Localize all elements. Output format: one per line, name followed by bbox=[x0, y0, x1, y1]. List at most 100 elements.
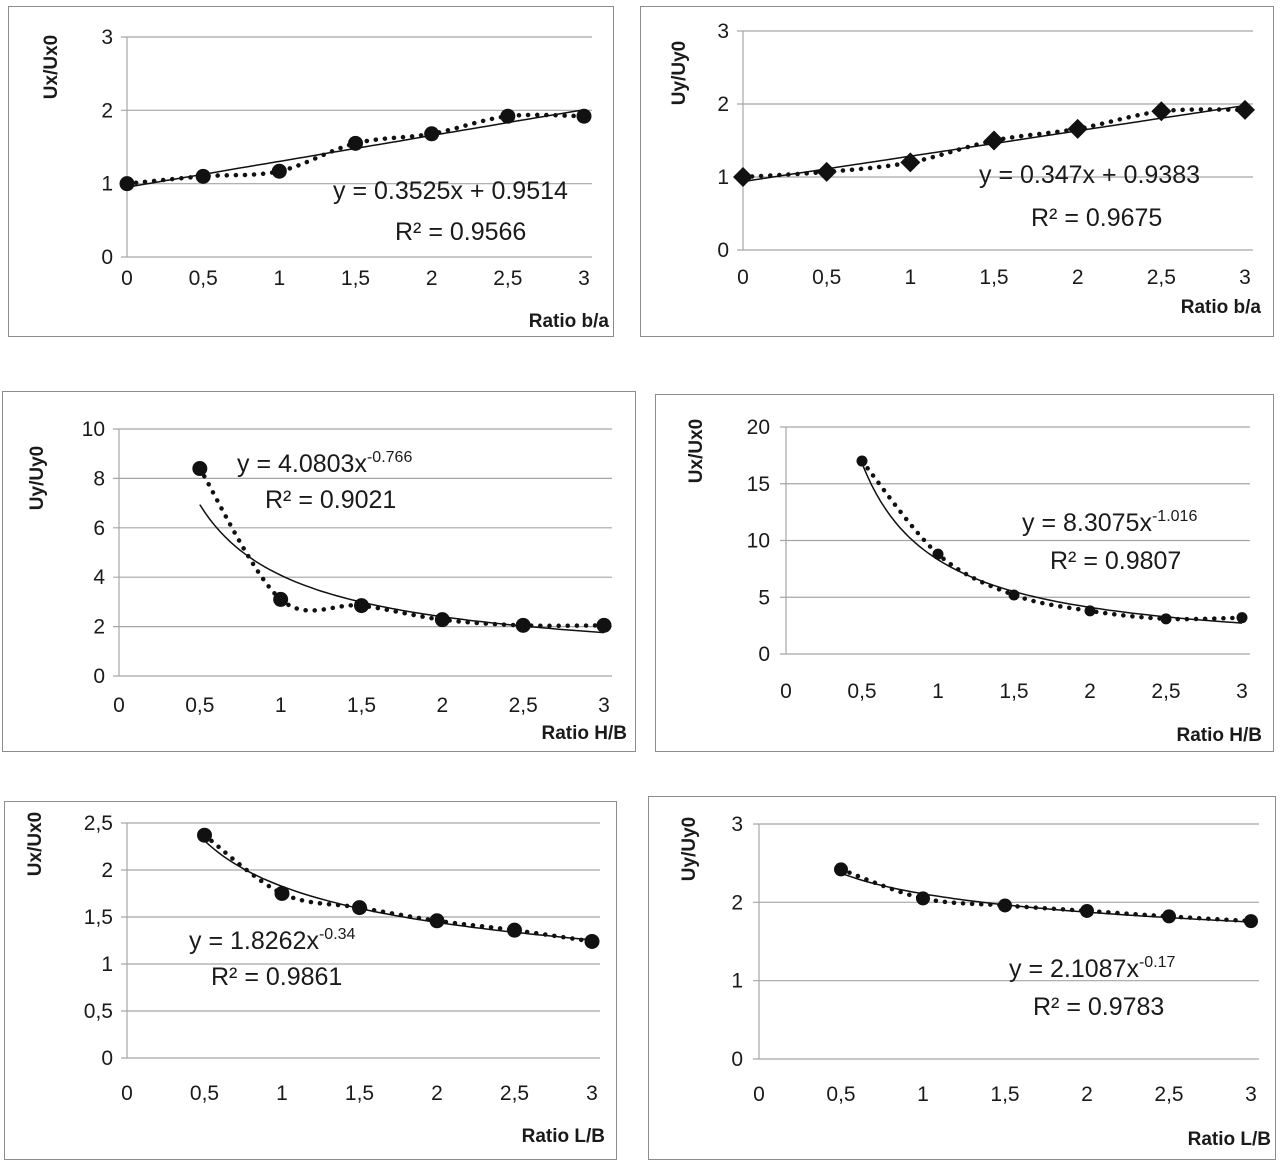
x-tick-label: 2,5 bbox=[1147, 266, 1176, 289]
equation-exponent: -0.766 bbox=[367, 449, 412, 466]
chart-panel-uy-vs-ratio-lb: 0 1 2 3 0 0,5 1 1,5 2 2,5 3 Uy/Uy0 Ratio L/B y = 2… bbox=[648, 796, 1276, 1160]
y-tick-label: 1 bbox=[731, 970, 743, 993]
y-tick-label: 3 bbox=[731, 813, 743, 836]
series-dotted-line bbox=[197, 466, 607, 629]
data-point bbox=[1244, 914, 1258, 929]
equation-base: y = 8.3075x bbox=[1022, 509, 1152, 537]
data-point bbox=[733, 167, 753, 187]
x-axis-label: Ratio L/B bbox=[1188, 1129, 1271, 1150]
x-tick-label: 3 bbox=[598, 694, 610, 717]
data-point bbox=[856, 455, 868, 467]
trendline-equation: y = 0.3525x + 0.9514 bbox=[333, 177, 568, 205]
data-point bbox=[197, 827, 212, 843]
x-tick-label: 1,5 bbox=[999, 680, 1028, 703]
x-tick-label: 2 bbox=[1072, 266, 1084, 289]
data-point bbox=[192, 461, 208, 477]
y-tick-label: 1,5 bbox=[84, 906, 113, 929]
x-tick-label: 0 bbox=[121, 267, 133, 290]
x-tick-label: 1 bbox=[932, 680, 944, 703]
chart-panel-ux-vs-ratio-ba: 0 1 2 3 0 0,5 1 1,5 2 2,5 3 Ux/Ux0 Ratio b/a y = 0… bbox=[8, 6, 614, 337]
x-tick-label: 3 bbox=[578, 267, 590, 290]
x-tick-label: 2 bbox=[426, 267, 438, 290]
y-tick-label: 2 bbox=[731, 891, 743, 914]
data-point bbox=[576, 108, 592, 124]
x-tick-label: 0 bbox=[121, 1082, 133, 1105]
y-axis-label: Ux/Ux0 bbox=[25, 812, 46, 876]
equation-exponent: -1.016 bbox=[1152, 508, 1197, 525]
x-tick-label: 2,5 bbox=[1151, 680, 1180, 703]
y-tick-label: 0 bbox=[101, 1047, 113, 1070]
y-tick-label: 5 bbox=[758, 586, 770, 609]
x-tick-label: 3 bbox=[1239, 266, 1251, 289]
data-point bbox=[1235, 99, 1255, 120]
y-axis-label: Uy/Uy0 bbox=[27, 446, 48, 510]
data-point bbox=[273, 591, 289, 607]
r-squared: R² = 0.9783 bbox=[1033, 993, 1164, 1021]
r-squared: R² = 0.9566 bbox=[395, 218, 526, 246]
data-point bbox=[834, 862, 848, 877]
x-tick-label: 2 bbox=[1084, 680, 1096, 703]
x-tick-label: 1 bbox=[276, 1082, 288, 1105]
equation-exponent: -0.34 bbox=[319, 926, 356, 943]
x-tick-label: 1,5 bbox=[347, 694, 376, 717]
data-point bbox=[984, 130, 1004, 151]
data-point bbox=[119, 176, 135, 192]
chart-panel-uy-vs-ratio-hb: 0 2 4 6 8 10 0 0,5 1 1,5 2 2,5 3 Uy/Uy0 Ratio H/B y … bbox=[2, 391, 636, 752]
x-tick-label: 0,5 bbox=[826, 1083, 855, 1106]
data-point bbox=[1160, 613, 1172, 625]
data-point bbox=[1162, 909, 1176, 924]
chart-panel-uy-vs-ratio-ba: 0 1 2 3 0 0,5 1 1,5 2 2,5 3 Uy/Uy0 Ratio b/a y = 0… bbox=[640, 6, 1274, 337]
y-tick-label: 2 bbox=[101, 859, 113, 882]
equation-base: y = 2.1087x bbox=[1009, 955, 1139, 983]
data-point bbox=[507, 922, 522, 938]
data-point bbox=[429, 913, 445, 929]
y-axis-label: Ux/Ux0 bbox=[41, 35, 62, 99]
r-squared: R² = 0.9021 bbox=[265, 486, 396, 514]
y-tick-label: 2 bbox=[93, 616, 105, 639]
x-tick-label: 1 bbox=[273, 267, 285, 290]
x-tick-label: 2,5 bbox=[509, 694, 538, 717]
data-point bbox=[271, 163, 287, 179]
y-tick-label: 2 bbox=[101, 99, 113, 122]
x-tick-label: 1 bbox=[904, 266, 916, 289]
x-tick-label: 0 bbox=[753, 1083, 765, 1106]
x-axis-label: Ratio b/a bbox=[529, 311, 610, 332]
data-point bbox=[998, 898, 1012, 913]
x-axis-label: Ratio H/B bbox=[542, 723, 628, 744]
y-tick-label: 0 bbox=[101, 246, 113, 269]
data-point bbox=[352, 900, 367, 916]
trendline-equation: y = 8.3075x-1.016 bbox=[1022, 508, 1197, 537]
data-point bbox=[195, 168, 211, 184]
data-point bbox=[1080, 903, 1094, 918]
r-squared: R² = 0.9675 bbox=[1031, 204, 1162, 232]
y-tick-label: 10 bbox=[82, 418, 105, 441]
x-tick-label: 1,5 bbox=[341, 267, 370, 290]
x-tick-label: 3 bbox=[1245, 1083, 1257, 1106]
trendline bbox=[840, 872, 1252, 923]
data-point bbox=[274, 886, 290, 901]
equation-base: y = 1.8262x bbox=[189, 927, 319, 955]
x-tick-label: 3 bbox=[1236, 680, 1248, 703]
y-tick-label: 1 bbox=[717, 166, 729, 189]
y-tick-label: 2 bbox=[717, 93, 729, 116]
x-tick-label: 0,5 bbox=[189, 267, 218, 290]
r-squared: R² = 0.9861 bbox=[211, 963, 342, 991]
x-tick-label: 2 bbox=[436, 694, 448, 717]
equation-exponent: -0.17 bbox=[1139, 954, 1176, 971]
data-point bbox=[434, 612, 450, 628]
trendline bbox=[199, 504, 605, 634]
trendline-equation: y = 0.347x + 0.9383 bbox=[979, 161, 1200, 189]
x-axis-label: Ratio b/a bbox=[1181, 297, 1262, 318]
x-tick-label: 1,5 bbox=[979, 266, 1008, 289]
x-tick-label: 0,5 bbox=[847, 680, 876, 703]
y-tick-label: 4 bbox=[93, 566, 105, 589]
chart-panel-ux-vs-ratio-lb: 0 0,5 1 1,5 2 2,5 0 0,5 1 1,5 2 2,5 3 Ux/Ux0 Ratio L… bbox=[4, 801, 617, 1160]
series-dotted-line bbox=[838, 867, 1254, 924]
x-tick-label: 2,5 bbox=[1154, 1083, 1183, 1106]
data-point bbox=[584, 933, 600, 949]
x-axis-label: Ratio H/B bbox=[1177, 725, 1263, 746]
equation-base: y = 4.0803x bbox=[237, 450, 367, 478]
trendline-equation: y = 1.8262x-0.34 bbox=[189, 926, 356, 955]
data-point bbox=[1084, 605, 1096, 617]
y-tick-label: 3 bbox=[101, 26, 113, 49]
